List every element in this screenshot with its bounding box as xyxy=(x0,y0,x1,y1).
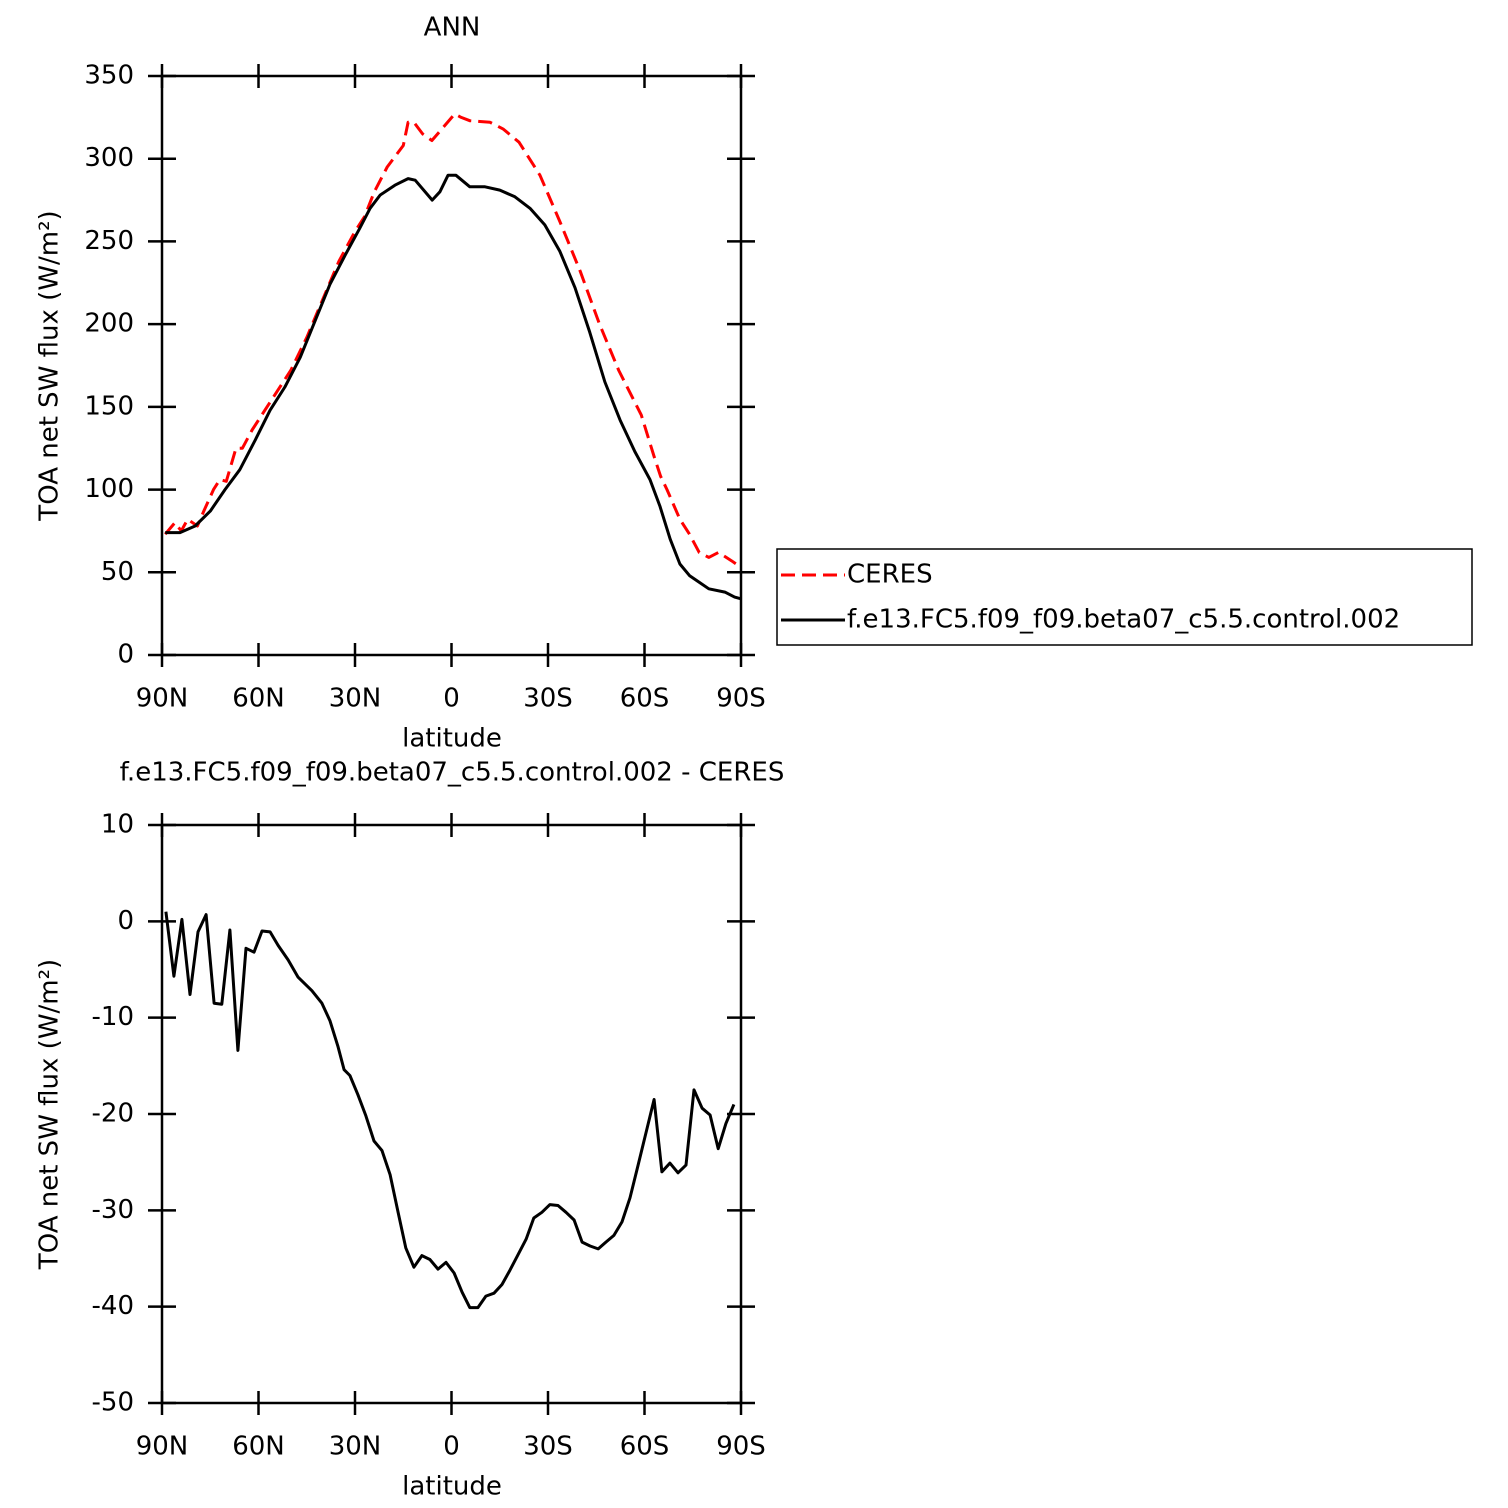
x-tick-label: 90N xyxy=(136,684,189,714)
x-tick-label: 90S xyxy=(716,684,766,714)
data-line xyxy=(164,112,742,569)
x-tick-label: 90N xyxy=(136,1432,189,1462)
x-tick-label: 0 xyxy=(443,684,460,714)
x-tick-label: 0 xyxy=(443,1432,460,1462)
y-tick-label: 350 xyxy=(84,61,134,91)
legend-label: CERES xyxy=(847,560,933,590)
data-line xyxy=(164,911,736,1310)
y-tick-label: 150 xyxy=(84,391,134,421)
x-axis-title: latitude xyxy=(402,1472,502,1502)
legend-label: f.e13.FC5.f09_f09.beta07_c5.5.control.00… xyxy=(847,605,1400,635)
y-tick-label: 300 xyxy=(84,143,134,173)
y-tick-label: 10 xyxy=(101,810,134,840)
y-tick-label: -30 xyxy=(92,1195,134,1225)
plot-frame xyxy=(160,823,743,1405)
x-tick-label: 60N xyxy=(232,1432,285,1462)
y-axis-title: TOA net SW flux (W/m²) xyxy=(35,210,65,521)
y-tick-label: -10 xyxy=(92,1002,134,1032)
y-tick-label: -50 xyxy=(92,1388,134,1418)
legend-box xyxy=(776,548,1473,646)
data-line xyxy=(165,173,742,601)
x-tick-label: 30N xyxy=(329,1432,382,1462)
y-tick-label: 0 xyxy=(117,906,134,936)
x-tick-label: 60S xyxy=(620,684,670,714)
x-tick-label: 60S xyxy=(620,1432,670,1462)
y-tick-label: 50 xyxy=(101,557,134,587)
x-tick-label: 30S xyxy=(523,684,573,714)
x-axis-title: latitude xyxy=(402,724,502,754)
y-tick-label: 250 xyxy=(84,226,134,256)
y-tick-label: 0 xyxy=(117,640,134,670)
y-tick-label: 100 xyxy=(84,474,134,504)
x-tick-label: 30S xyxy=(523,1432,573,1462)
x-tick-label: 60N xyxy=(232,684,285,714)
y-tick-label: 200 xyxy=(84,309,134,339)
plot-frame xyxy=(160,74,743,657)
chart-title: ANN xyxy=(424,13,481,43)
y-axis-title: TOA net SW flux (W/m²) xyxy=(35,959,65,1270)
chart-title: f.e13.FC5.f09_f09.beta07_c5.5.control.00… xyxy=(120,758,785,788)
y-tick-label: -40 xyxy=(92,1291,134,1321)
y-tick-label: -20 xyxy=(92,1099,134,1129)
x-tick-label: 30N xyxy=(329,684,382,714)
x-tick-label: 90S xyxy=(716,1432,766,1462)
